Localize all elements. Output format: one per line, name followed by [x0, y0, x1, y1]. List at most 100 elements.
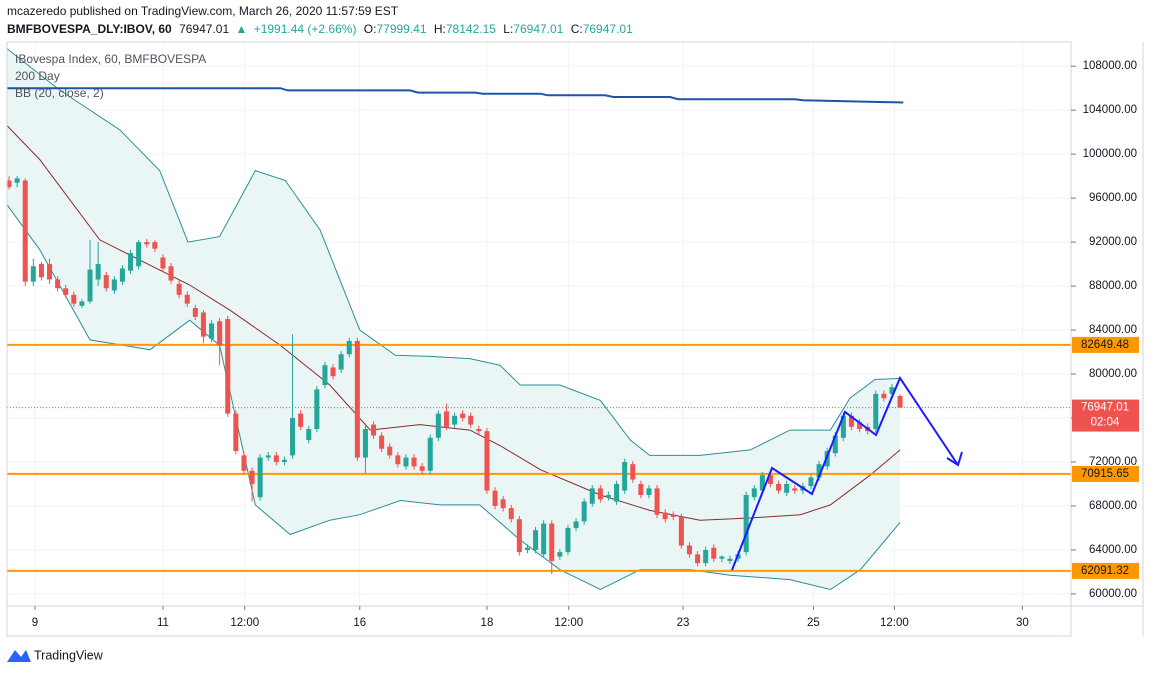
candle-body	[22, 180, 28, 282]
candle-body	[784, 483, 790, 493]
y-tick-label: 92000.00	[1089, 236, 1137, 248]
symbol: BMFBOVESPA_DLY:IBOV, 60	[7, 22, 172, 36]
candle-body	[322, 365, 328, 386]
candle-body	[30, 266, 36, 282]
candle-body	[759, 475, 765, 491]
candle-body	[95, 264, 101, 280]
candle-body	[581, 501, 587, 522]
candle-body	[711, 547, 717, 559]
y-tick-label: 80000.00	[1089, 368, 1137, 380]
x-tick-label: 9	[32, 617, 38, 629]
y-tick-label: 88000.00	[1089, 280, 1137, 292]
publisher: mcazeredo published on TradingView.com, …	[7, 4, 399, 18]
candle-body	[79, 301, 85, 306]
candle-body	[703, 549, 709, 564]
y-tick-label: 100000.00	[1083, 148, 1137, 160]
candle-body	[354, 341, 360, 458]
candle-body	[330, 367, 336, 377]
ohlc-label: O:	[364, 22, 377, 36]
last-price-label: 76947.01	[1081, 402, 1129, 414]
ohlc-value: 77999.41	[376, 22, 426, 36]
candle-body	[476, 428, 482, 432]
candle-body	[443, 411, 449, 427]
legend-entry: BB (20, close, 2)	[15, 86, 104, 100]
candle-body	[128, 253, 134, 271]
footer-text: TradingView	[34, 648, 104, 662]
level-label: 70915.65	[1081, 468, 1129, 480]
last: 76947.01	[179, 22, 229, 36]
candle-body	[719, 556, 725, 559]
candle-body	[524, 547, 530, 550]
candle-body	[638, 483, 644, 495]
candle-body	[695, 554, 701, 564]
candle-body	[314, 389, 320, 429]
level-label-bg	[1072, 465, 1139, 482]
candle-body	[873, 393, 879, 429]
y-tick-label: 104000.00	[1083, 104, 1137, 116]
candle-body	[840, 415, 846, 438]
candle-body	[273, 455, 279, 462]
level-label-bg	[1072, 562, 1139, 579]
change: +1991.44 (+2.66%)	[254, 22, 357, 36]
candle-body	[662, 512, 668, 520]
candle-body	[265, 455, 271, 458]
x-tick-label: 18	[481, 617, 494, 629]
candle-body	[38, 264, 44, 278]
candle-body	[630, 464, 636, 480]
candle-body	[500, 499, 506, 509]
candle-body	[160, 257, 166, 269]
candle-body	[371, 424, 377, 436]
candle-body	[119, 268, 125, 282]
y-tick-label: 84000.00	[1089, 324, 1137, 336]
y-tick-label: 68000.00	[1089, 500, 1137, 512]
candle-body	[346, 341, 352, 355]
candle-body	[217, 321, 223, 346]
candle-body	[776, 483, 782, 491]
candle-body	[200, 312, 206, 337]
candle-body	[435, 413, 441, 438]
y-tick-label: 72000.00	[1089, 456, 1137, 468]
x-tick-label: 25	[807, 617, 820, 629]
legend-entry: 200 Day	[15, 69, 60, 83]
candle-body	[646, 488, 652, 495]
ohlc-label: C:	[571, 22, 583, 36]
candle-body	[614, 483, 620, 502]
candle-body	[87, 269, 93, 302]
candle-body	[176, 283, 182, 295]
candle-body	[848, 415, 854, 427]
arrow: ▲	[235, 22, 247, 36]
candle-body	[492, 490, 498, 506]
candle-body	[152, 242, 158, 249]
candle-body	[557, 552, 563, 557]
x-tick-label: 30	[1016, 617, 1029, 629]
candle-body	[241, 455, 247, 471]
candle-body	[549, 523, 555, 561]
candle-body	[55, 279, 61, 289]
candle-body	[460, 413, 466, 418]
candle-body	[743, 494, 749, 553]
x-tick-label: 16	[353, 617, 366, 629]
candle-body	[605, 494, 611, 498]
x-tick-label: 12:00	[230, 617, 259, 629]
y-tick-label: 96000.00	[1089, 192, 1137, 204]
ma-line	[7, 87, 904, 104]
drawing-arrowhead	[946, 451, 963, 467]
candle-body	[565, 527, 571, 553]
candle-body	[168, 266, 174, 281]
band-fill	[7, 48, 901, 590]
x-tick-label: 12:00	[554, 617, 583, 629]
candle-body	[452, 415, 458, 425]
candle-body	[306, 428, 312, 440]
candle-body	[597, 488, 603, 500]
candle-body	[816, 464, 822, 478]
candle-body	[622, 461, 628, 491]
candle-body	[290, 418, 296, 456]
candle-body	[654, 488, 660, 515]
level-label-bg	[1072, 336, 1139, 353]
candle-body	[47, 264, 53, 280]
level-label: 82649.48	[1081, 339, 1129, 351]
candle-body	[209, 323, 215, 339]
candle-body	[281, 459, 287, 462]
candle-body	[427, 437, 433, 471]
